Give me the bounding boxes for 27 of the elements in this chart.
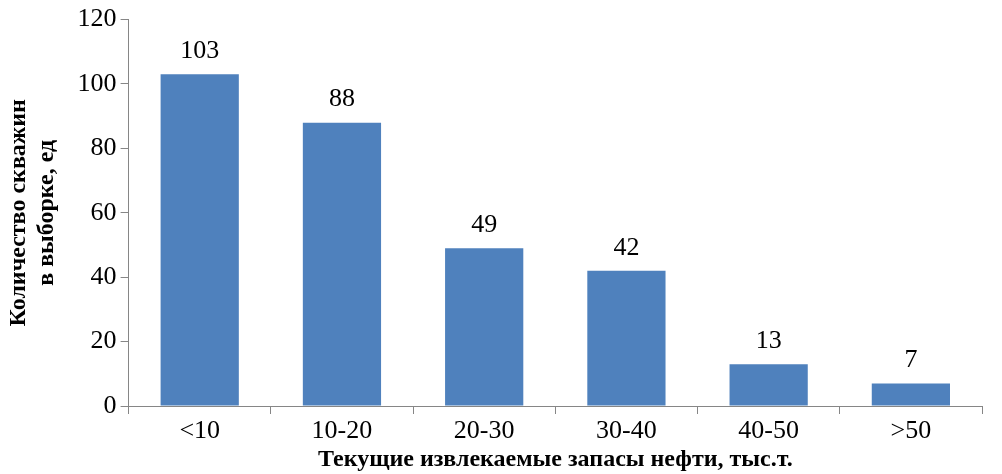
y-tick-label: 60 (90, 196, 117, 226)
x-tick-label: >50 (890, 415, 932, 445)
bar (445, 248, 524, 406)
y-tick-label: 20 (90, 325, 117, 355)
data-label: 7 (904, 344, 918, 374)
bar (871, 383, 950, 406)
y-tick-label: 100 (77, 67, 117, 97)
x-axis-title: Текущие извлекаемые запасы нефти, тыс.т. (317, 444, 793, 471)
y-tick-label: 120 (77, 3, 117, 33)
data-label: 42 (613, 231, 640, 261)
x-tick-label: 20-30 (453, 415, 515, 445)
data-label: 103 (180, 35, 220, 65)
x-tick-label: 40-50 (738, 415, 799, 445)
bar (160, 74, 239, 406)
bar (587, 270, 666, 406)
x-tick-label: <10 (179, 415, 221, 445)
y-tick-label: 0 (103, 389, 117, 419)
bar (302, 122, 382, 406)
data-label: 49 (471, 209, 498, 239)
y-axis-title: Количество скважин в выборке, ед (3, 98, 59, 327)
x-tick-label: 10-20 (311, 415, 373, 445)
data-label: 88 (328, 83, 355, 113)
data-label: 13 (755, 324, 782, 354)
x-tick-label: 30-40 (596, 415, 657, 445)
y-tick-label: 40 (90, 261, 117, 291)
bar (729, 364, 808, 406)
y-tick-label: 80 (90, 132, 117, 162)
